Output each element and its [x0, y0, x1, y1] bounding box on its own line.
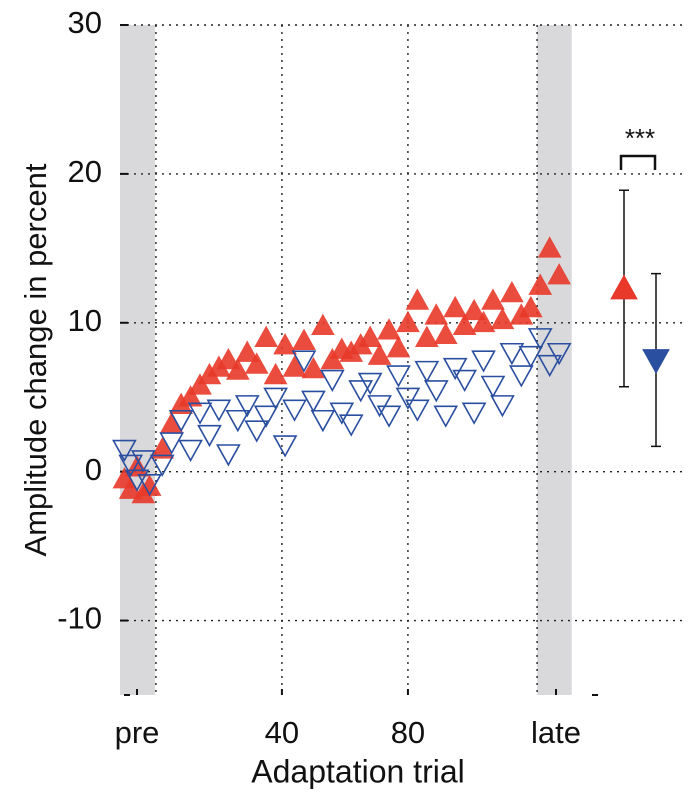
y-tick-label: -10: [57, 601, 102, 636]
data-point: [263, 362, 288, 385]
data-point: [358, 325, 382, 347]
data-point: [282, 399, 307, 422]
x-tick-label: 80: [391, 715, 425, 750]
shaded-region: [120, 25, 155, 695]
data-point: [537, 236, 562, 258]
data-point: [319, 369, 345, 393]
data-point: [320, 347, 345, 370]
y-tick-label: 30: [68, 5, 102, 40]
data-point: [471, 310, 496, 333]
data-point: [452, 369, 477, 393]
data-point: [377, 318, 401, 340]
data-point: [443, 295, 468, 318]
data-point: [499, 342, 525, 366]
data-point: [137, 473, 162, 497]
y-axis-title: Amplitude change in percent: [18, 163, 53, 556]
data-point: [423, 380, 449, 403]
data-point: [291, 350, 317, 373]
data-point: [452, 313, 477, 336]
data-point: [234, 395, 260, 418]
data-point: [159, 432, 185, 455]
y-tick-label: 0: [85, 452, 102, 487]
data-point: [187, 402, 213, 425]
data-point: [433, 405, 459, 428]
shaded-region: [537, 25, 572, 695]
summary-point: [642, 349, 670, 375]
data-point: [244, 420, 270, 443]
x-axis-title: Adaptation trial: [251, 753, 464, 789]
data-point: [518, 295, 543, 318]
data-point: [481, 288, 505, 310]
data-point: [537, 354, 563, 378]
data-point: [462, 298, 486, 321]
data-point: [118, 454, 144, 477]
data-point: [480, 375, 506, 398]
data-point: [301, 390, 326, 413]
significance-label: ***: [625, 123, 655, 153]
data-point: [235, 340, 260, 362]
data-point: [206, 399, 232, 422]
data-point: [244, 352, 269, 374]
data-point: [528, 273, 553, 295]
data-point: [386, 336, 411, 358]
y-tick-label: 10: [68, 303, 102, 338]
data-point: [188, 373, 212, 395]
data-point: [547, 263, 571, 285]
data-point: [329, 402, 355, 425]
data-point: [396, 310, 420, 333]
data-point: [357, 372, 383, 395]
data-point: [273, 333, 297, 355]
x-tick-label: late: [531, 715, 581, 750]
data-point: [490, 307, 515, 330]
data-point: [442, 357, 468, 381]
data-point: [130, 450, 156, 473]
data-point: [292, 328, 316, 350]
data-point: [301, 356, 326, 379]
data-point: [225, 409, 251, 433]
data-point: [386, 365, 411, 388]
data-point: [150, 437, 175, 459]
data-point: [311, 313, 335, 336]
data-point: [178, 439, 203, 462]
data-point: [395, 387, 421, 410]
data-point: [272, 435, 298, 458]
data-point: [527, 328, 553, 351]
data-point: [461, 402, 487, 425]
data-point: [338, 414, 364, 437]
data-point: [112, 439, 137, 462]
y-tick-label: 20: [68, 154, 102, 189]
data-point: [414, 325, 439, 347]
data-point: [500, 280, 524, 303]
data-point: [282, 355, 307, 377]
significance-bracket: [619, 154, 657, 170]
data-point: [367, 343, 392, 365]
data-point: [405, 288, 430, 310]
data-point: [405, 399, 430, 422]
data-point: [263, 387, 288, 410]
data-point: [254, 325, 279, 347]
data-point: [216, 444, 241, 467]
data-point: [376, 405, 402, 428]
data-point: [471, 350, 496, 373]
summary-point: [610, 274, 638, 300]
x-tick-label: 40: [265, 715, 299, 750]
data-point: [508, 365, 534, 388]
data-point: [225, 358, 250, 380]
data-point: [168, 409, 194, 433]
data-point: [546, 342, 572, 366]
data-point: [310, 409, 336, 433]
x-tick-label: pre: [115, 715, 160, 750]
data-point: [348, 380, 374, 403]
data-point: [424, 303, 449, 325]
data-point: [197, 424, 222, 448]
data-point: [518, 345, 544, 369]
data-point: [149, 454, 175, 477]
data-point: [414, 360, 440, 384]
data-point: [216, 347, 241, 370]
data-point: [490, 395, 515, 418]
data-point: [159, 411, 184, 434]
data-point: [253, 405, 279, 428]
data-point: [433, 322, 458, 344]
